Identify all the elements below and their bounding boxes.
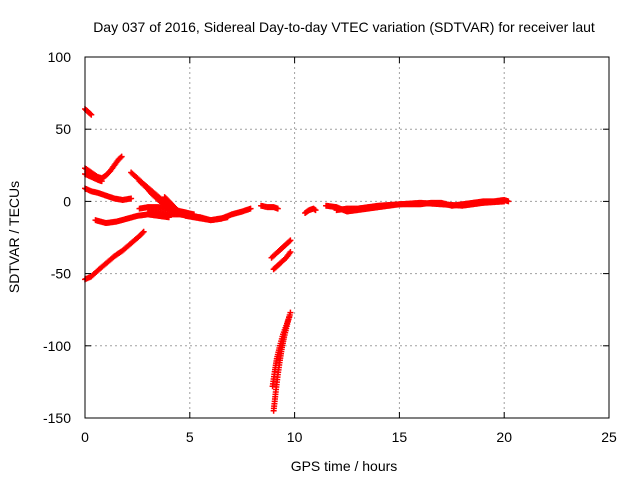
x-tick-label: 20 — [496, 429, 512, 445]
data-series — [82, 170, 105, 185]
data-point — [118, 153, 125, 160]
x-tick-label: 10 — [287, 429, 303, 445]
data-series — [302, 205, 319, 216]
y-tick-label: -150 — [43, 410, 71, 426]
plot-frame — [84, 56, 610, 419]
data-series — [258, 202, 281, 212]
data-series — [270, 248, 294, 273]
data-point — [88, 111, 95, 118]
data-point — [274, 205, 281, 212]
data-series — [82, 228, 147, 283]
data-point — [286, 313, 293, 320]
data-point — [286, 238, 293, 245]
data-series — [333, 198, 508, 214]
data-point — [140, 228, 147, 235]
data-point — [247, 205, 254, 212]
data-point — [98, 178, 105, 185]
data-series — [82, 105, 95, 118]
data-point — [501, 198, 508, 205]
y-tick-label: 50 — [55, 121, 71, 137]
x-tick-label: 15 — [392, 429, 408, 445]
data-series — [268, 237, 294, 261]
y-tick-label: -100 — [43, 338, 71, 354]
y-tick-label: 0 — [63, 193, 71, 209]
y-axis-label: SDTVAR / TECUs — [6, 181, 22, 293]
grid-lines — [85, 57, 609, 418]
axis-ticks: 0 5 10 15 20 25 -150 -100 -50 0 50 100 — [43, 49, 617, 445]
x-tick-label: 5 — [186, 429, 194, 445]
data-points — [82, 105, 512, 414]
data-point — [312, 207, 319, 214]
data-point — [87, 110, 94, 117]
chart-title: Day 037 of 2016, Sidereal Day-to-day VTE… — [93, 19, 595, 35]
data-point — [287, 248, 294, 255]
data-point — [287, 237, 294, 244]
y-tick-label: 100 — [48, 49, 72, 65]
x-tick-label: 0 — [81, 429, 89, 445]
data-series — [144, 205, 254, 224]
x-tick-label: 25 — [601, 429, 617, 445]
data-series — [136, 204, 197, 218]
data-point — [128, 195, 135, 202]
y-tick-label: -50 — [51, 266, 71, 282]
x-axis-label: GPS time / hours — [291, 458, 398, 474]
data-point — [287, 309, 294, 316]
data-point — [139, 229, 146, 236]
data-point — [117, 154, 124, 161]
data-series — [269, 313, 293, 390]
